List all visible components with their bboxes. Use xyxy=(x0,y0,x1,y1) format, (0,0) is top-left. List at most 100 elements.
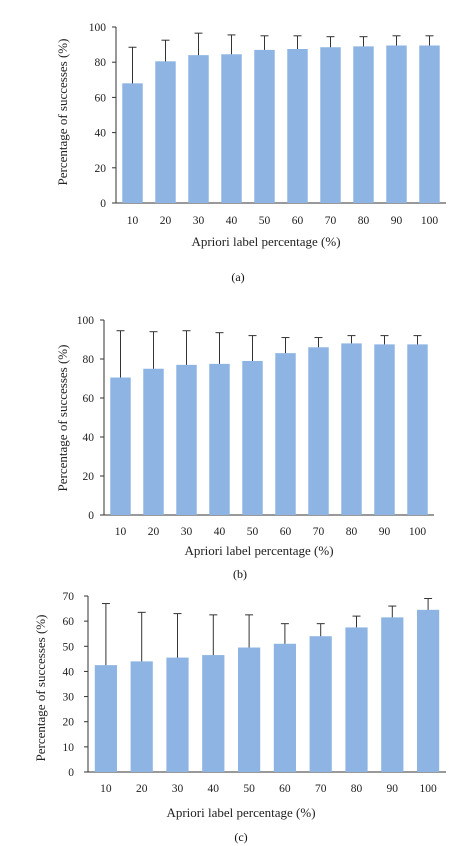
bar-b-100 xyxy=(407,344,428,515)
error-bar-a-70 xyxy=(326,36,335,48)
error-bar-b-50 xyxy=(248,335,257,361)
x-axis-title-c: Apriori label percentage (%) xyxy=(166,805,315,820)
y-tick-label-c: 70 xyxy=(63,591,75,603)
x-tick-label-c: 50 xyxy=(243,783,255,795)
error-bar-c-20 xyxy=(137,611,146,662)
y-tick-label-b: 80 xyxy=(83,354,95,366)
y-axis-title-a: Percentage of successes (%) xyxy=(55,39,70,186)
x-tick-label-b: 50 xyxy=(247,526,259,538)
x-tick-label-b: 90 xyxy=(379,526,391,538)
y-tick-label-c: 30 xyxy=(63,692,75,704)
bar-c-30 xyxy=(166,657,189,772)
bar-b-70 xyxy=(308,347,329,515)
error-bar-b-70 xyxy=(314,337,323,348)
chart-a: (a) Apriori label percentage (%) Percent… xyxy=(55,22,446,284)
x-axis-title-b: Apriori label percentage (%) xyxy=(184,543,333,558)
bar-a-40 xyxy=(221,54,242,203)
error-bar-b-10 xyxy=(116,330,125,378)
error-bar-c-80 xyxy=(352,615,361,628)
x-tick-label-c: 20 xyxy=(136,783,148,795)
bar-c-40 xyxy=(202,655,225,772)
bar-b-50 xyxy=(242,360,263,515)
y-tick-label-c: 60 xyxy=(63,616,75,628)
bar-b-20 xyxy=(143,368,164,515)
bar-c-50 xyxy=(238,647,261,772)
y-tick-label-a: 20 xyxy=(95,163,107,175)
y-tick-label-a: 60 xyxy=(95,92,107,104)
error-bar-c-90 xyxy=(388,605,397,618)
y-tick-label-c: 10 xyxy=(63,742,75,754)
error-bar-b-20 xyxy=(149,331,158,369)
y-tick-label-c: 0 xyxy=(68,767,74,779)
x-tick-label-a: 60 xyxy=(292,215,304,227)
error-bar-a-80 xyxy=(359,36,368,47)
x-tick-label-c: 40 xyxy=(208,783,220,795)
bar-a-70 xyxy=(320,47,341,203)
bar-b-10 xyxy=(110,377,131,515)
error-bar-c-70 xyxy=(316,623,325,637)
bar-c-80 xyxy=(345,627,368,772)
x-tick-label-b: 60 xyxy=(280,526,292,538)
y-tick-label-a: 80 xyxy=(95,57,107,69)
bar-c-90 xyxy=(381,617,404,772)
bar-a-60 xyxy=(287,49,308,203)
error-bar-c-10 xyxy=(101,603,110,666)
bar-a-80 xyxy=(353,46,374,203)
x-tick-label-c: 100 xyxy=(419,783,437,795)
bar-a-10 xyxy=(122,83,143,203)
x-tick-label-a: 70 xyxy=(325,215,337,227)
error-bar-b-30 xyxy=(182,330,191,365)
x-tick-label-a: 100 xyxy=(421,215,439,227)
error-bar-a-40 xyxy=(227,34,236,55)
error-bar-a-100 xyxy=(425,35,434,46)
error-bar-a-90 xyxy=(392,35,401,46)
x-tick-label-b: 80 xyxy=(346,526,358,538)
bar-a-20 xyxy=(155,61,176,203)
bar-b-40 xyxy=(209,363,230,515)
x-tick-label-a: 40 xyxy=(226,215,238,227)
chart-c: (c) Apriori label percentage (%) Percent… xyxy=(33,591,446,844)
x-tick-label-b: 40 xyxy=(214,526,226,538)
x-tick-label-a: 90 xyxy=(391,215,403,227)
caption-b: (b) xyxy=(233,567,247,581)
error-bar-b-90 xyxy=(380,335,389,345)
error-bar-a-60 xyxy=(293,35,302,49)
bar-b-80 xyxy=(341,343,362,515)
y-axis-title-c: Percentage of successes (%) xyxy=(33,615,48,762)
bar-b-90 xyxy=(374,344,395,515)
bar-c-10 xyxy=(94,665,117,772)
chart-b: (b) Apriori label percentage (%) Percent… xyxy=(55,315,434,581)
y-tick-label-b: 20 xyxy=(83,471,95,483)
caption-c: (c) xyxy=(234,830,247,844)
x-tick-label-b: 20 xyxy=(148,526,160,538)
y-axis-title-b: Percentage of successes (%) xyxy=(55,345,70,492)
bar-a-100 xyxy=(419,45,440,204)
error-bar-a-20 xyxy=(161,39,170,62)
x-tick-label-b: 30 xyxy=(181,526,193,538)
y-tick-label-b: 100 xyxy=(77,315,95,327)
bar-a-90 xyxy=(386,45,407,204)
x-tick-label-a: 80 xyxy=(358,215,370,227)
x-tick-label-a: 10 xyxy=(127,215,139,227)
x-tick-label-a: 30 xyxy=(193,215,205,227)
y-tick-label-c: 40 xyxy=(63,666,75,678)
error-bar-c-40 xyxy=(209,614,218,656)
error-bar-a-50 xyxy=(260,35,269,50)
error-bar-b-60 xyxy=(281,337,290,354)
y-tick-label-c: 50 xyxy=(63,641,75,653)
bar-c-70 xyxy=(309,636,332,772)
x-axis-title-a: Apriori label percentage (%) xyxy=(191,234,340,249)
x-tick-label-b: 70 xyxy=(313,526,325,538)
x-tick-label-c: 30 xyxy=(172,783,184,795)
x-tick-label-b: 10 xyxy=(115,526,127,538)
y-tick-label-a: 40 xyxy=(95,128,107,140)
y-tick-label-c: 20 xyxy=(63,717,75,729)
x-tick-label-a: 50 xyxy=(259,215,271,227)
x-tick-label-c: 90 xyxy=(387,783,399,795)
error-bar-c-50 xyxy=(245,614,254,648)
error-bar-c-100 xyxy=(424,598,433,610)
x-tick-label-c: 80 xyxy=(351,783,363,795)
bar-c-20 xyxy=(130,661,153,772)
bar-b-30 xyxy=(176,364,197,515)
error-bar-b-80 xyxy=(347,335,356,344)
